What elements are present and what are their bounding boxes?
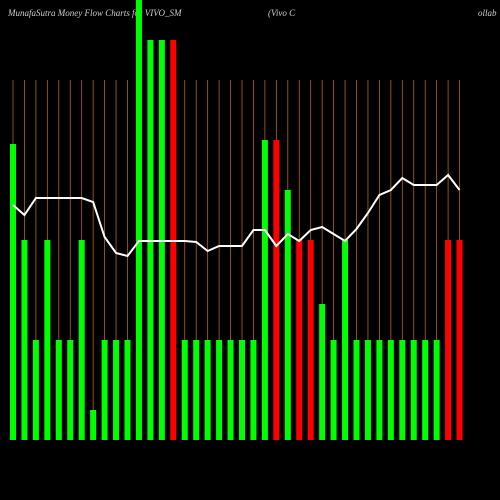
chart-subtitle-tail: ollab [478, 8, 497, 18]
bar [227, 340, 234, 440]
bar [193, 340, 200, 440]
bar [399, 340, 406, 440]
bar [239, 340, 245, 440]
bar [410, 340, 417, 440]
bar [387, 340, 394, 440]
bar [353, 340, 360, 440]
bar [296, 240, 303, 440]
bar [101, 340, 108, 440]
bar [261, 140, 268, 440]
bar [21, 240, 28, 440]
bar [55, 340, 62, 440]
chart-subtitle: (Vivo C [268, 8, 296, 18]
bar [67, 340, 74, 440]
bar [422, 340, 429, 440]
bar [456, 240, 463, 440]
bar [284, 190, 291, 440]
bar [216, 340, 223, 440]
bar [433, 340, 440, 440]
bar [364, 340, 371, 440]
bar [445, 240, 452, 440]
money-flow-line [12, 173, 461, 258]
bar [204, 340, 211, 440]
bar [319, 304, 326, 440]
bar [342, 240, 349, 440]
bar [90, 410, 97, 440]
bar [44, 240, 51, 440]
bar [330, 340, 337, 440]
bar [113, 340, 120, 440]
chart-title: MunafaSutra Money Flow Charts for VIVO_S… [7, 8, 182, 18]
bar [32, 340, 39, 440]
bar [10, 144, 16, 440]
bar [273, 140, 280, 440]
bar [135, 0, 142, 440]
bar [307, 240, 314, 440]
bar [376, 340, 383, 440]
bar [181, 340, 188, 440]
bar [78, 240, 85, 440]
bar [124, 340, 131, 440]
bar [250, 340, 257, 440]
